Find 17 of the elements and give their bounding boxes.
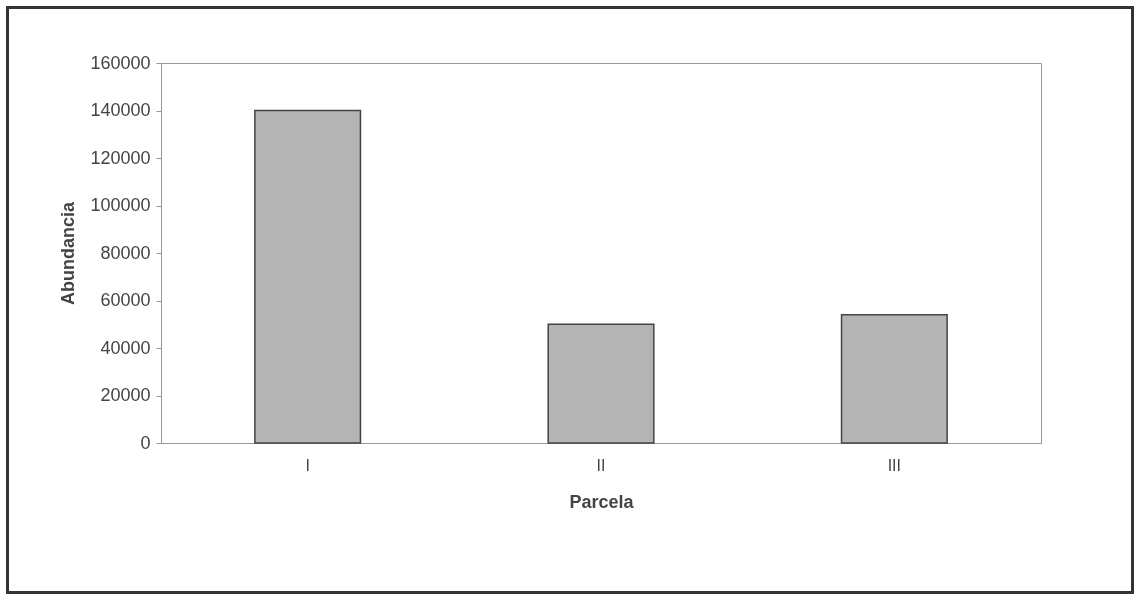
x-tick-label: III — [887, 456, 902, 474]
y-tick-label: 140000 — [90, 100, 151, 120]
x-tick-label: I — [305, 456, 310, 474]
y-axis-title: Abundancia — [58, 201, 79, 306]
y-tick-label: 100000 — [90, 195, 151, 215]
x-tick-label: II — [596, 456, 606, 474]
y-tick-label: 60000 — [100, 290, 151, 310]
y-tick-label: 0 — [140, 432, 151, 453]
bar — [840, 314, 948, 444]
y-tick-label: 120000 — [90, 147, 151, 168]
x-axis-title: Parcela — [569, 491, 635, 512]
y-tick-label: 80000 — [100, 242, 151, 263]
y-tick-label: 40000 — [100, 337, 151, 358]
y-tick-label: 20000 — [100, 385, 151, 405]
bar — [254, 109, 362, 444]
y-tick-label: 160000 — [90, 52, 151, 73]
bar — [547, 323, 655, 444]
